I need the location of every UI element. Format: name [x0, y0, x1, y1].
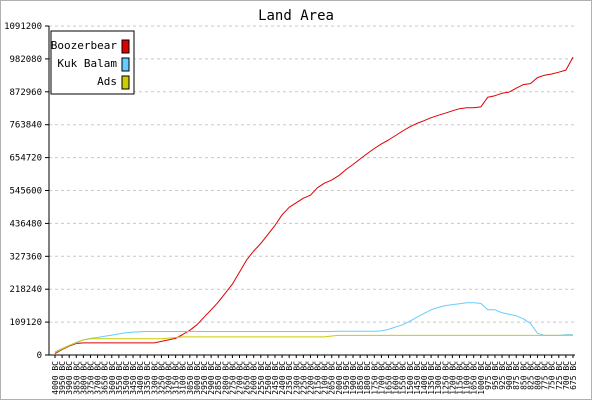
x-tick-label: 3900 BC [65, 361, 74, 395]
x-tick-label: 2750 BC [228, 361, 237, 395]
x-tick-label: 775 BC [541, 361, 550, 390]
y-tick-label: 545600 [9, 187, 42, 197]
x-tick-label: 850 BC [519, 361, 528, 390]
x-tick-label: 800 BC [534, 361, 543, 390]
chart-title: Land Area [258, 8, 334, 24]
x-tick-label: 725 BC [555, 361, 564, 390]
x-tick-label: 4000 BC [51, 361, 60, 395]
x-tick-label: 3650 BC [101, 361, 110, 395]
y-tick-label: 763840 [9, 121, 42, 131]
x-tick-label: 1950 BC [342, 361, 351, 395]
x-tick-label: 1300 BC [434, 361, 443, 395]
legend-label-boozerbear: Boozerbear [51, 39, 118, 52]
x-tick-label: 2300 BC [292, 361, 301, 395]
x-tick-label: 1350 BC [427, 361, 436, 395]
x-tick-label: 2950 BC [200, 361, 209, 395]
x-tick-label: 2500 BC [264, 361, 273, 395]
x-tick-label: 2850 BC [214, 361, 223, 395]
x-tick-label: 1150 BC [455, 361, 464, 395]
x-tick-label: 750 BC [548, 361, 557, 390]
series-line-boozerbear [54, 56, 574, 354]
x-tick-label: 1600 BC [392, 361, 401, 395]
x-tick-label: 1900 BC [349, 361, 358, 395]
x-tick-label: 2700 BC [235, 361, 244, 395]
series-line-ads [54, 334, 573, 354]
x-tick-label: 2050 BC [328, 361, 337, 395]
x-tick-label: 2550 BC [257, 361, 266, 395]
x-tick-label: 2600 BC [250, 361, 259, 395]
x-tick-label: 2400 BC [278, 361, 287, 395]
x-tick-label: 1500 BC [406, 361, 415, 395]
x-tick-label: 1650 BC [385, 361, 394, 395]
x-tick-label: 1050 BC [470, 361, 479, 395]
x-tick-label: 1250 BC [441, 361, 450, 395]
x-tick-label: 1800 BC [363, 361, 372, 395]
x-tick-label: 3500 BC [122, 361, 131, 395]
y-tick-label: 327360 [9, 252, 42, 262]
x-tick-label: 700 BC [562, 361, 571, 390]
x-tick-label: 2000 BC [335, 361, 344, 395]
x-tick-label: 675 BC [569, 361, 578, 390]
legend-box [50, 30, 135, 95]
x-tick-label: 3850 BC [72, 361, 81, 395]
x-tick-label: 3450 BC [129, 361, 138, 395]
y-tick-label: 436480 [9, 219, 42, 229]
x-tick-label: 3750 BC [86, 361, 95, 395]
x-tick-label: 3300 BC [150, 361, 159, 395]
legend-swatch-ads [121, 75, 130, 90]
x-tick-label: 875 BC [512, 361, 521, 390]
x-tick-label: 3950 BC [58, 361, 67, 395]
x-tick-label: 950 BC [491, 361, 500, 390]
x-tick-label: 825 BC [526, 361, 535, 390]
x-tick-label: 3700 BC [94, 361, 103, 395]
x-tick-label: 1750 BC [370, 361, 379, 395]
x-tick-label: 3200 BC [165, 361, 174, 395]
y-tick-label: 0 [37, 351, 42, 361]
x-tick-label: 3000 BC [193, 361, 202, 395]
legend-label-kuk-balam: Kuk Balam [57, 57, 117, 70]
x-tick-label: 2450 BC [271, 361, 280, 395]
legend-swatch-boozerbear [121, 39, 130, 54]
y-tick-label: 218240 [9, 285, 42, 295]
x-tick-label: 3250 BC [157, 361, 166, 395]
y-tick-label: 872960 [9, 88, 42, 98]
legend-label-ads: Ads [97, 75, 117, 88]
y-tick-label: 654720 [9, 154, 42, 164]
x-tick-label: 1100 BC [463, 361, 472, 395]
y-tick-label: 1091200 [4, 22, 42, 32]
x-tick-label: 2900 BC [207, 361, 216, 395]
x-tick-label: 1450 BC [413, 361, 422, 395]
x-tick-label: 3100 BC [179, 361, 188, 395]
x-tick-label: 1000 BC [477, 361, 486, 395]
x-tick-label: 1700 BC [377, 361, 386, 395]
series-line-kuk-balam [54, 302, 573, 353]
x-tick-label: 900 BC [505, 361, 514, 390]
x-tick-label: 3600 BC [108, 361, 117, 395]
x-tick-label: 1850 BC [356, 361, 365, 395]
x-tick-label: 2100 BC [321, 361, 330, 395]
x-tick-label: 3050 BC [186, 361, 195, 395]
x-tick-label: 2250 BC [299, 361, 308, 395]
legend-swatch-kuk-balam [121, 57, 130, 72]
x-tick-label: 3350 BC [143, 361, 152, 395]
x-tick-label: 2650 BC [243, 361, 252, 395]
x-tick-label: 3550 BC [115, 361, 124, 395]
x-tick-label: 1400 BC [420, 361, 429, 395]
x-tick-label: 2800 BC [221, 361, 230, 395]
x-tick-label: 3400 BC [136, 361, 145, 395]
x-tick-label: 3150 BC [172, 361, 181, 395]
y-tick-label: 982080 [9, 55, 42, 65]
x-tick-label: 2200 BC [306, 361, 315, 395]
y-tick-label: 109120 [9, 318, 42, 328]
x-tick-label: 2150 BC [314, 361, 323, 395]
x-tick-label: 2350 BC [285, 361, 294, 395]
x-tick-label: 975 BC [484, 361, 493, 390]
x-tick-label: 925 BC [498, 361, 507, 390]
x-tick-label: 1200 BC [448, 361, 457, 395]
x-tick-label: 1550 BC [399, 361, 408, 395]
x-tick-label: 3800 BC [79, 361, 88, 395]
